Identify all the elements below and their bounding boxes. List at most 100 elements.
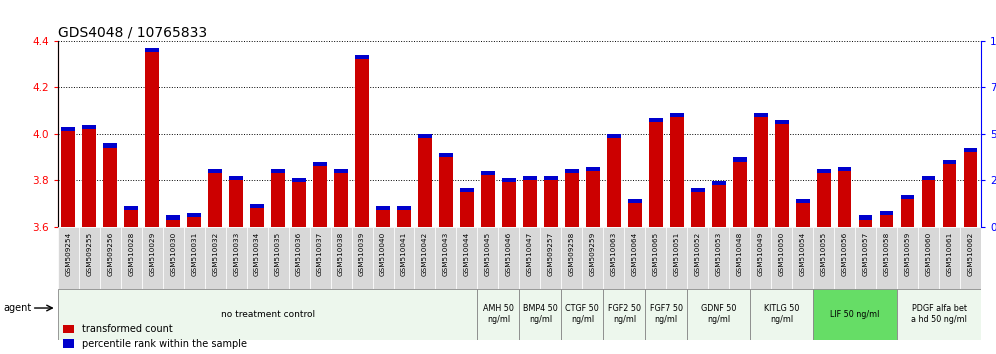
Bar — [460, 192, 474, 227]
Bar — [520, 227, 541, 289]
Bar — [750, 227, 771, 289]
Bar — [835, 227, 856, 289]
Bar — [856, 227, 876, 289]
Text: GSM510054: GSM510054 — [800, 232, 806, 276]
Bar — [418, 138, 432, 227]
Bar — [562, 227, 583, 289]
Text: GSM510030: GSM510030 — [170, 232, 176, 276]
Bar — [813, 227, 835, 289]
Bar — [62, 127, 75, 131]
Bar — [960, 227, 981, 289]
Bar — [250, 204, 264, 208]
Text: GSM510065: GSM510065 — [652, 232, 658, 276]
Bar — [439, 153, 453, 157]
Bar — [792, 227, 813, 289]
Text: GSM510053: GSM510053 — [716, 232, 722, 276]
Bar — [918, 227, 939, 289]
Bar — [750, 289, 813, 340]
Text: GDNF 50
ng/ml: GDNF 50 ng/ml — [701, 304, 736, 324]
Bar — [187, 213, 201, 217]
Bar — [562, 289, 604, 340]
Bar — [879, 215, 893, 227]
Text: GSM510038: GSM510038 — [338, 232, 344, 276]
Text: GSM509255: GSM509255 — [87, 232, 93, 276]
Text: GSM510032: GSM510032 — [212, 232, 218, 276]
Bar — [83, 125, 96, 129]
Bar — [964, 152, 977, 227]
Text: GSM509254: GSM509254 — [66, 232, 72, 276]
Bar — [58, 289, 477, 340]
Text: GSM510035: GSM510035 — [275, 232, 281, 276]
Text: GSM510029: GSM510029 — [149, 232, 155, 276]
Bar — [356, 59, 369, 227]
Bar — [250, 208, 264, 227]
Bar — [607, 134, 621, 138]
Bar — [628, 199, 641, 203]
Text: GSM510062: GSM510062 — [967, 232, 973, 276]
Text: GSM510063: GSM510063 — [611, 232, 617, 276]
Bar — [708, 227, 729, 289]
Text: LIF 50 ng/ml: LIF 50 ng/ml — [831, 310, 879, 319]
Text: GSM510056: GSM510056 — [842, 232, 848, 276]
Bar — [939, 227, 960, 289]
Bar — [817, 173, 831, 227]
Text: GSM510052: GSM510052 — [695, 232, 701, 276]
Bar — [670, 118, 683, 227]
Bar — [964, 148, 977, 152]
Text: PDGF alfa bet
a hd 50 ng/ml: PDGF alfa bet a hd 50 ng/ml — [911, 304, 967, 324]
Bar — [586, 167, 600, 171]
Bar — [649, 118, 662, 122]
Bar — [607, 138, 621, 227]
Bar — [145, 48, 159, 52]
Text: agent: agent — [3, 303, 31, 313]
Bar — [335, 169, 348, 173]
Bar — [460, 188, 474, 192]
Text: GSM510058: GSM510058 — [883, 232, 889, 276]
Bar — [271, 169, 285, 173]
Bar — [900, 194, 914, 199]
Bar — [921, 180, 935, 227]
Bar — [414, 227, 435, 289]
Bar — [838, 171, 852, 227]
Bar — [817, 169, 831, 173]
Text: GSM510040: GSM510040 — [380, 232, 386, 276]
Bar — [104, 143, 118, 148]
Bar — [624, 227, 645, 289]
Bar — [310, 227, 331, 289]
Bar — [859, 216, 872, 219]
Bar — [796, 203, 810, 227]
Bar — [121, 227, 141, 289]
Bar — [477, 289, 520, 340]
Text: GSM509257: GSM509257 — [548, 232, 554, 276]
Text: GSM510055: GSM510055 — [821, 232, 827, 276]
Bar — [583, 227, 604, 289]
Bar — [62, 131, 75, 227]
Bar — [879, 211, 893, 215]
Bar — [645, 289, 687, 340]
Bar — [733, 157, 747, 161]
Bar — [187, 217, 201, 227]
Bar — [897, 289, 981, 340]
Bar — [838, 167, 852, 171]
Bar — [373, 227, 393, 289]
Bar — [226, 227, 247, 289]
Text: GSM510036: GSM510036 — [296, 232, 302, 276]
Bar — [876, 227, 897, 289]
Text: GSM509259: GSM509259 — [590, 232, 596, 276]
Bar — [604, 289, 645, 340]
Bar — [502, 178, 516, 182]
Bar — [162, 227, 183, 289]
Bar — [729, 227, 750, 289]
Bar — [775, 124, 789, 227]
Bar — [544, 176, 558, 180]
Bar — [393, 227, 414, 289]
Text: BMP4 50
ng/ml: BMP4 50 ng/ml — [523, 304, 558, 324]
Text: GSM510061: GSM510061 — [946, 232, 952, 276]
Bar — [145, 52, 159, 227]
Bar — [314, 166, 327, 227]
Text: GSM510059: GSM510059 — [904, 232, 910, 276]
Text: GSM509258: GSM509258 — [569, 232, 575, 276]
Bar — [733, 161, 747, 227]
Text: GSM510042: GSM510042 — [422, 232, 428, 276]
Text: GSM510049: GSM510049 — [758, 232, 764, 276]
